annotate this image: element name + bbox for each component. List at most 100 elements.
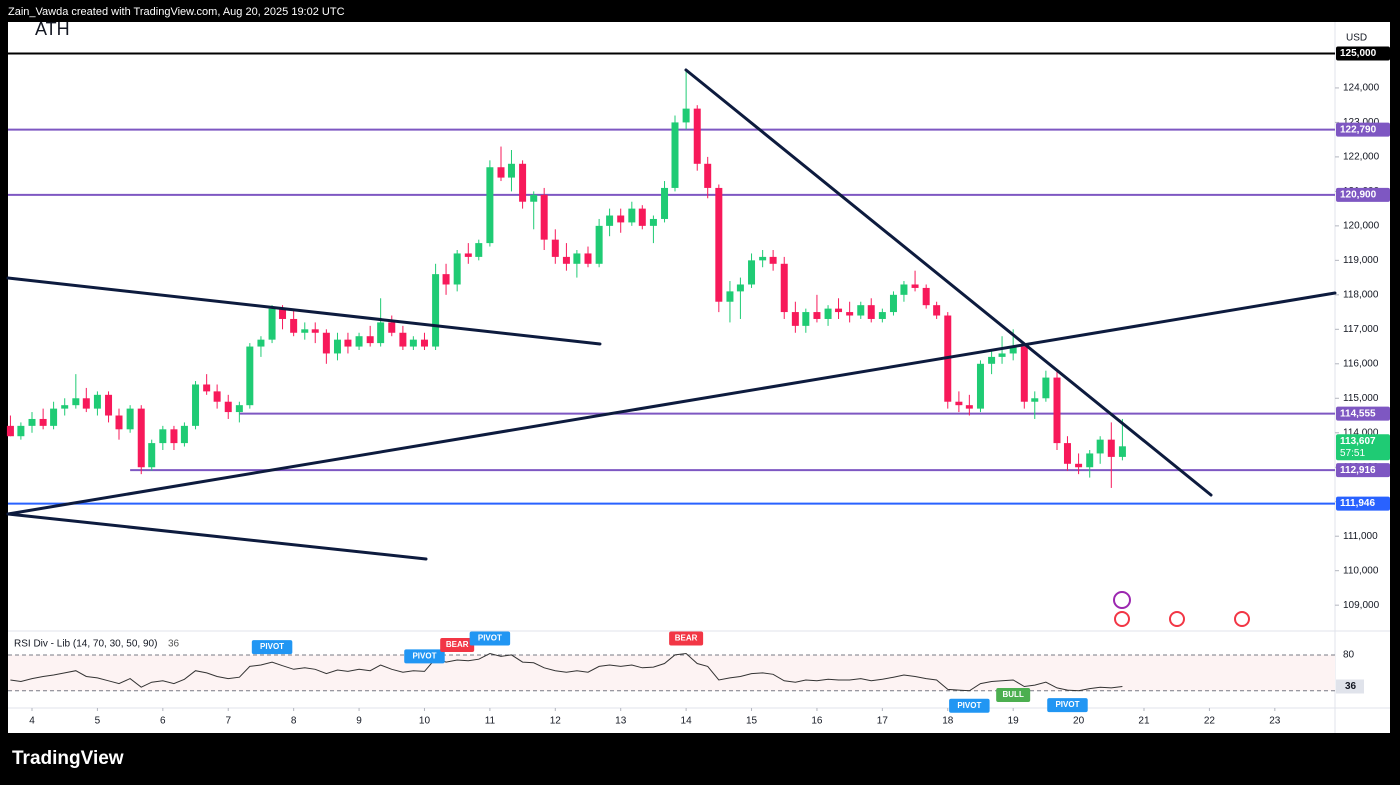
x-tick-label: 12: [550, 716, 562, 727]
candle-body: [105, 394, 113, 416]
candle-body: [1075, 463, 1083, 468]
signal-box: [469, 631, 511, 646]
candle-body: [606, 215, 614, 226]
candle-body: [388, 322, 396, 333]
candle-body: [824, 308, 832, 319]
candle-body: [867, 305, 875, 319]
y-tick-label: 115,000: [1343, 393, 1379, 404]
trend-line: [6, 512, 428, 561]
y-tick-label: 111,000: [1343, 531, 1378, 542]
candle-body: [50, 408, 58, 426]
y-tick-label: 117,000: [1343, 324, 1379, 335]
level-label: 114,555: [1340, 408, 1376, 419]
signal-label: PIVOT: [1055, 700, 1079, 709]
x-tick-label: 18: [942, 716, 954, 727]
y-tick-label: 118,000: [1343, 289, 1379, 300]
currency: USD: [1346, 33, 1367, 44]
candle-body: [257, 339, 265, 347]
candle-body: [93, 394, 101, 409]
candle-body: [507, 163, 515, 178]
candle-body: [203, 384, 211, 392]
candle-body: [399, 332, 407, 347]
signal-box: [440, 637, 475, 652]
x-tick-label: 4: [29, 716, 35, 727]
header: Zain_Vawda created with TradingView.com,…: [8, 6, 345, 18]
candle-body: [159, 429, 167, 444]
candle-body: [780, 263, 788, 313]
x-tick-label: 15: [746, 716, 758, 727]
candle-body: [377, 322, 385, 344]
candle-body: [224, 401, 232, 413]
candle-body: [584, 253, 592, 264]
candle-body: [682, 108, 690, 123]
candle-body: [1096, 439, 1104, 454]
candle-body: [857, 305, 865, 316]
rsi-title: RSI Div - Lib (14, 70, 30, 50, 90): [14, 639, 157, 650]
signal-box: [1047, 698, 1088, 713]
x-tick-label: 7: [225, 716, 231, 727]
level-label: 125,000: [1340, 48, 1377, 59]
x-tick-label: 11: [485, 716, 496, 727]
signal-label: BEAR: [675, 634, 698, 643]
candle-body: [453, 253, 461, 285]
candle-body: [246, 346, 254, 406]
candle-body: [748, 260, 756, 285]
y-tick-label: 109,000: [1343, 600, 1380, 611]
candle-body: [715, 187, 723, 302]
y-tick-label: 123,000: [1343, 117, 1380, 128]
rsi-last-box: [1336, 679, 1364, 694]
candle-body: [432, 274, 440, 347]
x-tick-label: 22: [1204, 716, 1216, 727]
level-label: 122,790: [1340, 124, 1377, 135]
candle-body: [835, 308, 843, 313]
rsi-tick-label: 80: [1343, 650, 1355, 661]
level-label-box: [1336, 122, 1390, 137]
flag-icon: [1234, 611, 1250, 627]
candle-body: [170, 429, 178, 444]
candle-body: [889, 294, 897, 313]
candle-body: [115, 415, 123, 430]
y-tick-label: 124,000: [1343, 83, 1380, 94]
level-label-box: [1336, 46, 1390, 61]
candle-body: [82, 398, 90, 409]
candle-body: [998, 353, 1006, 357]
x-tick-label: 9: [356, 716, 362, 727]
candle-body: [126, 408, 134, 430]
candle-body: [72, 398, 80, 406]
candle-body: [366, 336, 374, 344]
candle-body: [1020, 346, 1028, 402]
candle-body: [486, 167, 494, 244]
countdown: 57:51: [1340, 448, 1365, 459]
ath-label: ATH: [35, 19, 70, 39]
candle-body: [704, 163, 712, 188]
signal-label: BEAR: [446, 640, 469, 649]
x-tick-label: 13: [615, 716, 627, 727]
event-icon: [1113, 591, 1131, 609]
candle-body: [617, 215, 625, 223]
x-tick-label: 19: [1008, 716, 1020, 727]
candle-body: [933, 305, 941, 316]
event-icons: [1113, 591, 1250, 627]
candle-body: [192, 384, 200, 426]
signal-box: [949, 698, 990, 713]
candle-body: [726, 291, 734, 302]
candle-body: [17, 425, 25, 437]
candle-body: [965, 405, 973, 409]
candle-body: [268, 308, 276, 340]
x-tick-label: 14: [681, 716, 693, 727]
candle-body: [540, 194, 548, 240]
signal-label: PIVOT: [412, 652, 436, 661]
candle-body: [976, 363, 984, 409]
candle-body: [1063, 443, 1071, 464]
candle-body: [661, 187, 669, 219]
rsi-line: [10, 652, 1123, 692]
candle-body: [6, 425, 14, 437]
candle-body: [922, 287, 930, 306]
candle-body: [1086, 453, 1094, 468]
candle-body: [530, 194, 538, 202]
candle-body: [1042, 377, 1050, 399]
candle-body: [28, 418, 36, 426]
candle-body: [638, 208, 646, 226]
candle-body: [671, 122, 679, 188]
